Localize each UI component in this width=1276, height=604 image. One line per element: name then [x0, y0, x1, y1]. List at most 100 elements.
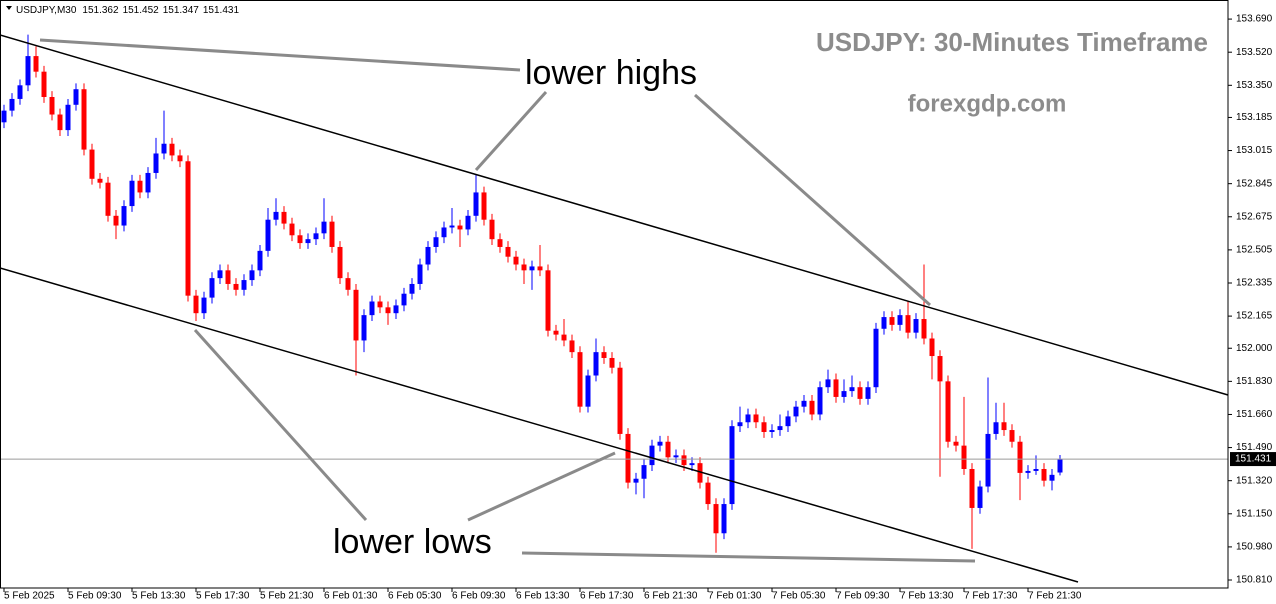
candle-body [625, 433, 631, 483]
candle-body [145, 172, 151, 193]
candle-body [905, 315, 911, 333]
y-tick-label: 151.830 [1236, 376, 1273, 387]
candle-body [857, 387, 863, 399]
annotation: lower highs [525, 54, 697, 92]
candle-body [153, 153, 159, 173]
y-tick-label: 153.520 [1236, 47, 1273, 58]
candle-body [185, 161, 191, 296]
candle-body [433, 237, 439, 247]
candle-body [665, 441, 671, 458]
x-tick-label: 7 Feb 01:30 [708, 591, 762, 602]
candle-body [1041, 468, 1047, 481]
x-tick-label: 5 Feb 13:30 [132, 591, 186, 602]
candle-body [929, 338, 935, 357]
candle-body [833, 379, 839, 397]
candle-body [457, 225, 463, 230]
candle-body [377, 301, 383, 308]
header-open: 151.362 [82, 5, 119, 16]
pointer-line [39, 38, 521, 72]
candle-body [41, 71, 47, 97]
candle-body [329, 221, 335, 247]
candle-body [761, 422, 767, 432]
candle-body [577, 352, 583, 407]
price-label: 151.431 [1235, 454, 1272, 465]
candle-body [769, 430, 775, 432]
candle-body [953, 441, 959, 446]
candle-body [9, 98, 15, 111]
candle-body [193, 295, 199, 314]
y-tick-label: 151.320 [1236, 475, 1273, 486]
header-low: 151.347 [163, 5, 200, 16]
candle-body [393, 305, 399, 314]
y-tick-label: 153.690 [1236, 14, 1273, 25]
candle-body [697, 463, 703, 483]
candle-body [65, 104, 71, 131]
chart-title: USDJPY: 30-Minutes Timeframe [816, 27, 1208, 57]
y-tick-label: 152.165 [1236, 311, 1273, 322]
candle-body [777, 426, 783, 431]
candle-body [809, 400, 815, 415]
candle-body [561, 334, 567, 341]
candle-body [161, 143, 167, 154]
symbol-header: USDJPY,M30 151.362 151.452 151.347 151.431 [16, 5, 239, 16]
pointer-line [467, 451, 616, 522]
candle-body [825, 379, 831, 388]
x-tick-label: 6 Feb 01:30 [324, 591, 378, 602]
candle-body [401, 293, 407, 306]
y-tick-label: 152.505 [1236, 245, 1273, 256]
candle-body [937, 356, 943, 382]
candle-body [321, 221, 327, 234]
candle-body [713, 504, 719, 534]
candle-body [97, 178, 103, 183]
chart-subtitle: forexgdp.com [908, 90, 1067, 117]
candle-body [985, 433, 991, 487]
candle-body [969, 468, 975, 508]
y-tick-label: 152.335 [1236, 278, 1273, 289]
candle-body [865, 387, 871, 399]
x-tick-label: 7 Feb 17:30 [964, 591, 1018, 602]
x-tick-label: 6 Feb 09:30 [452, 591, 506, 602]
y-tick-label: 152.675 [1236, 211, 1273, 222]
candle-body [737, 422, 743, 427]
candle-body [313, 233, 319, 240]
x-tick-label: 7 Feb 21:30 [1028, 591, 1082, 602]
candle-body [425, 246, 431, 265]
candle-body [81, 89, 87, 150]
plot-area [0, 34, 1228, 553]
candle-body [961, 445, 967, 469]
candle-body [89, 149, 95, 179]
candle-body [1049, 474, 1055, 481]
candle-body [649, 445, 655, 466]
candle-body [553, 330, 559, 335]
candle-body [337, 246, 343, 279]
x-tick-label: 6 Feb 17:30 [580, 591, 634, 602]
candle-body [201, 297, 207, 314]
candle-body [585, 375, 591, 407]
y-tick-label: 152.000 [1236, 343, 1273, 354]
candle-body [1, 110, 7, 123]
x-tick-label: 6 Feb 05:30 [388, 591, 442, 602]
header-close: 151.431 [203, 5, 240, 16]
y-tick-label: 151.490 [1236, 442, 1273, 453]
candle-body [305, 239, 311, 244]
candle-body [609, 357, 615, 368]
x-tick-label: 7 Feb 05:30 [772, 591, 826, 602]
candle-body [817, 387, 823, 415]
y-tick-label: 151.660 [1236, 409, 1273, 420]
candle-body [17, 85, 23, 99]
candle-body [593, 352, 599, 376]
x-tick-label: 5 Feb 21:30 [260, 591, 314, 602]
y-tick-label: 150.980 [1236, 542, 1273, 553]
candle-body [297, 235, 303, 244]
candle-body [729, 426, 735, 505]
candle-body [33, 56, 39, 72]
candle-body [257, 250, 263, 271]
candle-body [849, 387, 855, 392]
x-tick-label: 5 Feb 2025 [4, 591, 55, 602]
candle-body [601, 352, 607, 358]
candle-body [241, 280, 247, 290]
candle-body [945, 381, 951, 442]
plot-border [0, 0, 1229, 589]
candle-body [1017, 441, 1023, 473]
candle-body [673, 455, 679, 458]
